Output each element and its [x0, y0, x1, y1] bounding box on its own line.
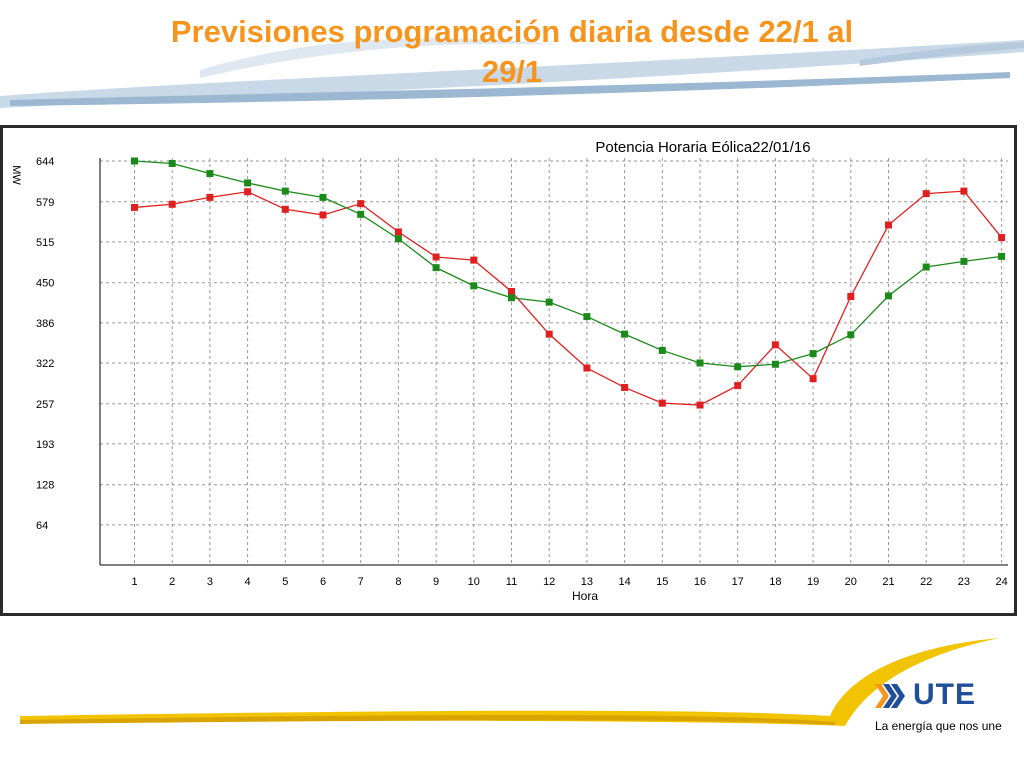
series-line-2	[134, 160, 1002, 368]
data-point	[168, 160, 176, 168]
data-point	[545, 298, 553, 306]
y-axis-label: MW	[10, 165, 22, 185]
data-point	[583, 364, 591, 372]
x-tick-label: 22	[920, 576, 932, 588]
x-tick-label: 19	[807, 576, 819, 588]
data-point	[545, 330, 553, 338]
data-point	[658, 399, 666, 407]
data-point	[131, 157, 138, 165]
data-point	[244, 179, 252, 187]
data-point	[357, 200, 365, 208]
data-point	[621, 383, 629, 391]
data-point	[244, 188, 252, 196]
chart-title: Potencia Horaria Eólica22/01/16	[595, 139, 810, 156]
data-point	[734, 363, 742, 371]
data-point	[508, 287, 515, 295]
data-point	[432, 253, 440, 261]
ute-tagline: La energía que nos une	[875, 719, 1002, 733]
data-point	[809, 350, 817, 358]
y-tick-label: 64	[36, 520, 48, 532]
x-tick-label: 18	[769, 576, 781, 588]
x-tick-label: 24	[995, 576, 1007, 588]
data-point	[281, 187, 289, 195]
y-tick-label: 644	[36, 156, 54, 168]
x-tick-label: 17	[732, 576, 744, 588]
data-point	[357, 210, 365, 218]
data-point	[734, 382, 742, 390]
data-point	[696, 359, 704, 367]
data-point	[394, 228, 402, 236]
series-layer	[131, 157, 1006, 409]
data-point	[583, 313, 591, 321]
header-swoosh-decoration	[0, 38, 1024, 108]
x-tick-label: 6	[320, 576, 326, 588]
data-point	[998, 252, 1006, 260]
x-tick-label: 4	[245, 576, 251, 588]
data-point	[432, 264, 440, 272]
ute-logo-icon	[875, 684, 905, 708]
data-point	[847, 331, 855, 339]
data-point	[168, 200, 176, 208]
data-point	[281, 205, 289, 213]
data-point	[960, 257, 968, 265]
y-tick-label: 579	[36, 197, 54, 209]
data-point	[319, 193, 327, 201]
wind-power-chart: Potencia Horaria Eólica22/01/16 MW Hora …	[10, 139, 1008, 603]
x-tick-label: 14	[618, 576, 630, 588]
data-point	[658, 346, 666, 354]
data-point	[394, 235, 402, 243]
data-point	[960, 187, 968, 195]
x-tick-label: 23	[958, 576, 970, 588]
footer-swoosh-decoration	[20, 638, 1000, 726]
x-tick-label: 9	[433, 576, 439, 588]
series-line-1	[134, 190, 1003, 406]
slide-title: Previsiones programación diaria desde 22…	[170, 14, 854, 89]
x-tick-label: 7	[358, 576, 364, 588]
data-point	[885, 292, 892, 300]
x-tick-label: 2	[169, 576, 175, 588]
x-axis-label: Hora	[572, 589, 598, 603]
data-point	[621, 330, 629, 338]
grid-layer	[100, 158, 1008, 565]
x-tick-label: 15	[656, 576, 668, 588]
x-tick-label: 8	[395, 576, 401, 588]
data-point	[922, 263, 930, 271]
data-point	[470, 256, 478, 264]
y-tick-label: 257	[36, 399, 54, 411]
x-tick-label: 20	[845, 576, 857, 588]
x-tick-label: 12	[543, 576, 555, 588]
ute-wordmark: UTE	[913, 678, 976, 711]
data-point	[131, 203, 138, 211]
data-point	[998, 234, 1006, 242]
y-tick-label: 128	[36, 480, 54, 492]
data-point	[771, 360, 779, 368]
y-tick-label: 193	[36, 439, 54, 451]
x-tick-label: 16	[694, 576, 706, 588]
data-point	[922, 190, 930, 198]
data-point	[696, 401, 704, 409]
data-point	[885, 221, 892, 229]
data-point	[206, 193, 214, 201]
x-tick-label: 11	[506, 576, 517, 588]
x-tick-label: 1	[131, 576, 137, 588]
data-point	[809, 375, 817, 383]
data-point	[508, 294, 515, 302]
x-tick-label: 21	[882, 576, 894, 588]
chart-frame: Potencia Horaria Eólica22/01/16 MW Hora …	[0, 125, 1017, 616]
y-tick-label: 386	[36, 318, 54, 330]
data-point	[847, 293, 855, 301]
y-tick-label: 515	[36, 237, 54, 249]
data-point	[206, 170, 214, 178]
x-tick-label: 10	[468, 576, 480, 588]
x-tick-label: 13	[581, 576, 593, 588]
x-tick-label: 5	[282, 576, 288, 588]
y-tick-label: 450	[36, 278, 54, 290]
data-point	[771, 341, 779, 349]
data-point	[470, 282, 478, 290]
x-tick-label: 3	[207, 576, 213, 588]
data-point	[319, 211, 327, 219]
y-tick-label: 322	[36, 358, 54, 370]
